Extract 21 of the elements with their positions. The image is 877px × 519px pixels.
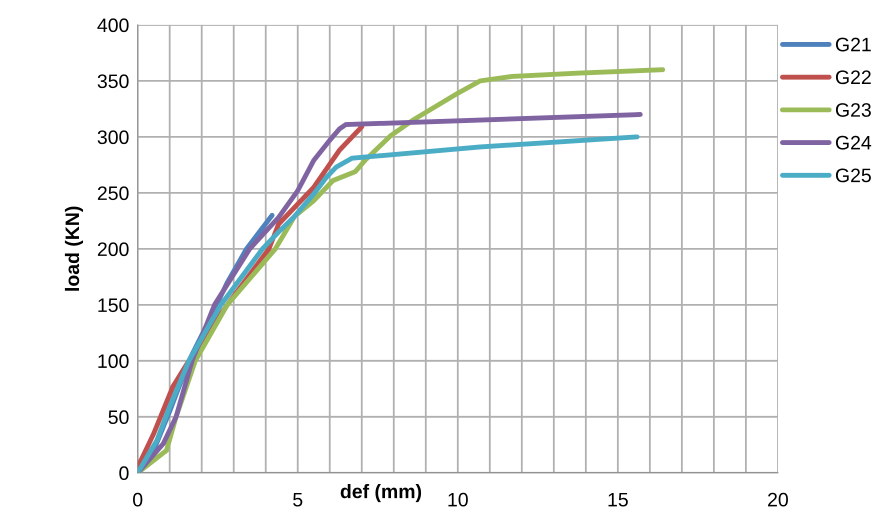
x-tick-label: 5 xyxy=(293,492,302,507)
x-tick-label: 0 xyxy=(133,492,142,507)
y-tick-label: 100 xyxy=(98,354,129,368)
legend-label: G23 xyxy=(836,103,871,117)
y-tick-label: 50 xyxy=(108,410,129,424)
y-tick-label: 300 xyxy=(98,130,129,144)
x-tick-label: 15 xyxy=(608,492,628,507)
y-tick-label: 150 xyxy=(98,298,129,312)
y-tick-label: 250 xyxy=(98,186,129,200)
y-tick-label: 0 xyxy=(119,466,129,480)
x-tick-label: 10 xyxy=(448,492,468,507)
legend-label: G25 xyxy=(836,168,871,182)
legend-label: G22 xyxy=(836,70,871,84)
y-tick-label: 400 xyxy=(97,18,129,32)
legend-label: G21 xyxy=(836,38,871,52)
y-axis-title: load (KN) xyxy=(64,206,84,291)
y-tick-label: 350 xyxy=(98,74,129,88)
x-axis-title: def (mm) xyxy=(340,484,422,502)
y-tick-label: 200 xyxy=(98,242,129,256)
x-tick-label: 20 xyxy=(768,492,788,507)
legend-label: G24 xyxy=(836,136,872,150)
